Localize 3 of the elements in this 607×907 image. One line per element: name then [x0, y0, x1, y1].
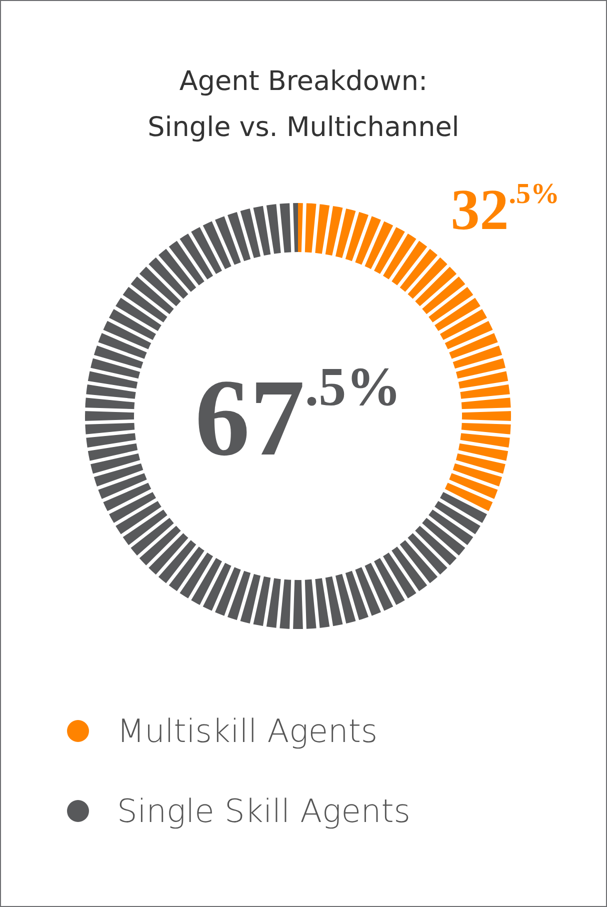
chart-title: Agent Breakdown: Single vs. Multichannel [146, 65, 460, 145]
legend-label: Single Skill Agents [117, 792, 410, 830]
legend-label: Multiskill Agents [117, 712, 378, 750]
